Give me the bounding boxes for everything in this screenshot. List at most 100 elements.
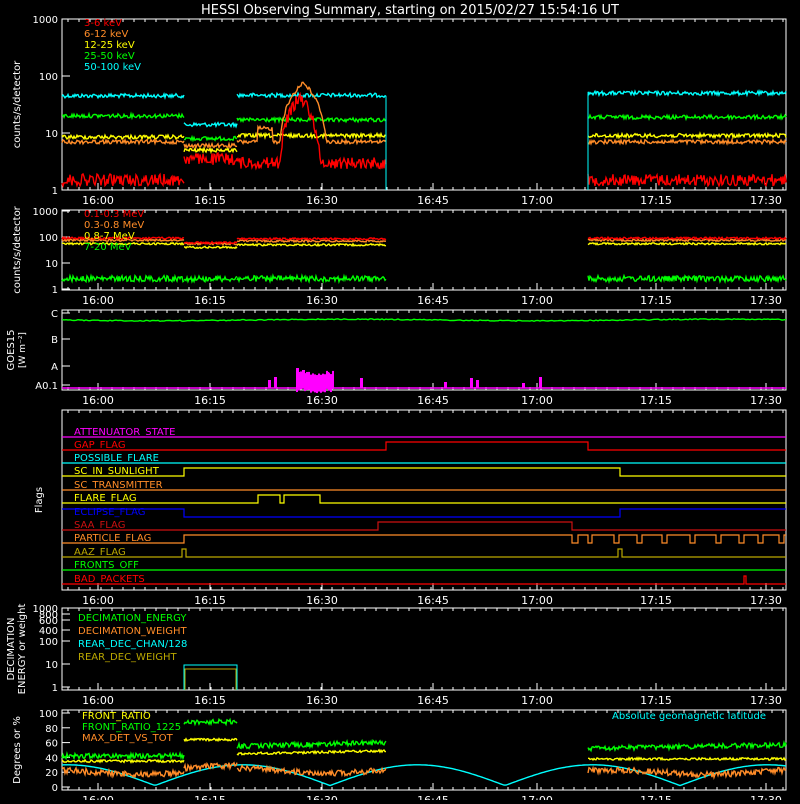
series-line <box>61 238 185 243</box>
legend-entry: 50-100 keV <box>84 62 141 73</box>
goes-short-spike <box>274 377 277 388</box>
goes-short-spike <box>522 383 525 388</box>
series-line <box>61 235 185 241</box>
geomagnetic-latitude-line <box>61 764 787 787</box>
time-tick-label: 17:15 <box>640 294 672 307</box>
series-line <box>61 273 185 284</box>
legend-entry: DECIMATION_WEIGHT <box>78 626 187 637</box>
y-tick-label: 80 <box>45 724 58 735</box>
time-tick-label: 16:45 <box>417 594 449 607</box>
front-ratio-line <box>183 737 238 743</box>
legend-entry: 0.8-7 MeV <box>84 231 135 242</box>
max-det-vs-tot-line <box>183 761 238 773</box>
panel-5: 16:00 16:15 16:30 16:45 17:00 17:15 17:30 1 10 10… <box>6 604 787 707</box>
series-line <box>587 235 787 241</box>
flag-trace <box>62 467 786 477</box>
panel-frame <box>61 709 787 791</box>
time-tick-label: 16:15 <box>194 794 226 800</box>
flag-label: BAD_PACKETS <box>74 574 145 585</box>
flag-trace <box>62 534 786 544</box>
time-tick-label: 16:30 <box>306 294 338 307</box>
series-line <box>184 134 238 143</box>
legend-entry: FRONT_RATIO <box>82 711 151 722</box>
front-ratio-1225-line <box>183 717 238 727</box>
series-line <box>236 131 387 141</box>
time-tick-label: 16:30 <box>306 594 338 607</box>
series-line <box>587 89 787 98</box>
front-ratio-1225-line <box>587 739 787 753</box>
time-tick-label: 17:00 <box>521 394 553 407</box>
max-det-vs-tot-line <box>236 763 387 778</box>
y-axis-label: counts/s/detector <box>12 60 23 148</box>
front-ratio-1225-line <box>61 750 185 761</box>
y-axis-label: DECIMATION <box>6 617 17 680</box>
flag-trace <box>62 575 786 585</box>
flag-label: SC_TRANSMITTER <box>74 480 163 491</box>
flag-trace <box>62 494 786 504</box>
panel-frame <box>61 309 787 391</box>
rear-dec-chan-trace <box>183 664 238 690</box>
legend-entry: 3-6 keV <box>84 18 122 29</box>
time-tick-label: 17:30 <box>750 594 782 607</box>
legend-entry: REAR_DEC_CHAN/128 <box>78 639 187 650</box>
y-axis-label: GOES15 <box>6 329 17 370</box>
series-line <box>236 236 387 241</box>
time-tick-label: 17:00 <box>521 194 553 207</box>
series-line <box>236 81 387 146</box>
time-tick-label: 17:30 <box>750 394 782 407</box>
flag-trace <box>62 521 786 531</box>
legend-entry: DECIMATION_ENERGY <box>78 613 187 624</box>
goes-short-spike <box>310 374 312 393</box>
y-tick-label: 40 <box>45 753 58 764</box>
flag-label: ECLIPSE_FLAG <box>74 507 145 518</box>
goes-short-spike <box>268 380 271 388</box>
panel-6: 16:00 16:15 16:30 16:45 17:00 17:15 17:30 0 20 40… <box>12 709 787 804</box>
series-line <box>183 151 238 166</box>
time-tick-label: 17:00 <box>521 694 553 707</box>
max-det-vs-tot-line <box>587 765 787 780</box>
time-tick-label: 16:15 <box>194 694 226 707</box>
panel-frame <box>61 409 787 591</box>
y-tick-label: 400 <box>39 626 58 637</box>
legend-entry: 0.1-0.3 MeV <box>84 209 144 220</box>
goes-short-spike <box>306 371 308 390</box>
time-tick-label: 17:15 <box>640 194 672 207</box>
flag-label: FRONTS_OFF <box>74 560 139 571</box>
flag-label: SAA_FLAG <box>74 520 125 531</box>
y-tick-label: 1000 <box>33 604 58 615</box>
flag-trace <box>62 548 786 558</box>
figure-title: HESSI Observing Summary, starting on 201… <box>201 3 619 18</box>
y-axis-label: counts/s/detector <box>12 205 23 293</box>
goes-short-spike <box>312 373 314 392</box>
flag-label: FLARE_FLAG <box>74 493 137 504</box>
series-line <box>61 241 185 246</box>
y-axis-label: Flags <box>34 487 45 513</box>
y-tick-label: 10 <box>45 129 58 140</box>
y-tick-label: B <box>51 335 58 346</box>
goes-short-spike <box>330 374 332 393</box>
series-line <box>61 133 185 142</box>
time-tick-label: 16:15 <box>194 394 226 407</box>
time-tick-label: 17:00 <box>521 294 553 307</box>
panel-frame <box>61 607 787 691</box>
y-tick-label: 600 <box>39 616 58 627</box>
series-line <box>183 240 238 245</box>
time-tick-label: 16:00 <box>82 294 114 307</box>
goes-short-spike <box>316 375 318 394</box>
legend-entry: MAX_DET_VS_TOT <box>82 733 174 744</box>
y-tick-label: A <box>51 362 58 373</box>
time-tick-label: 17:15 <box>640 794 672 800</box>
flag-label: POSSIBLE_FLARE <box>74 453 159 464</box>
series-line <box>62 111 185 121</box>
goes-short-spike <box>314 374 316 393</box>
y-tick-label: 1000 <box>33 15 58 26</box>
flag-label: ATTENUATOR_STATE <box>74 427 175 438</box>
goes-long-line <box>61 317 787 323</box>
goes-short-spike <box>320 374 322 393</box>
goes-short-spike <box>332 370 334 389</box>
goes-short-spike <box>304 373 306 392</box>
time-tick-label: 16:00 <box>82 794 114 800</box>
goes-short-spike <box>296 374 298 393</box>
y-axis-unit: [W m⁻²] <box>18 332 28 368</box>
time-tick-label: 16:00 <box>82 694 114 707</box>
